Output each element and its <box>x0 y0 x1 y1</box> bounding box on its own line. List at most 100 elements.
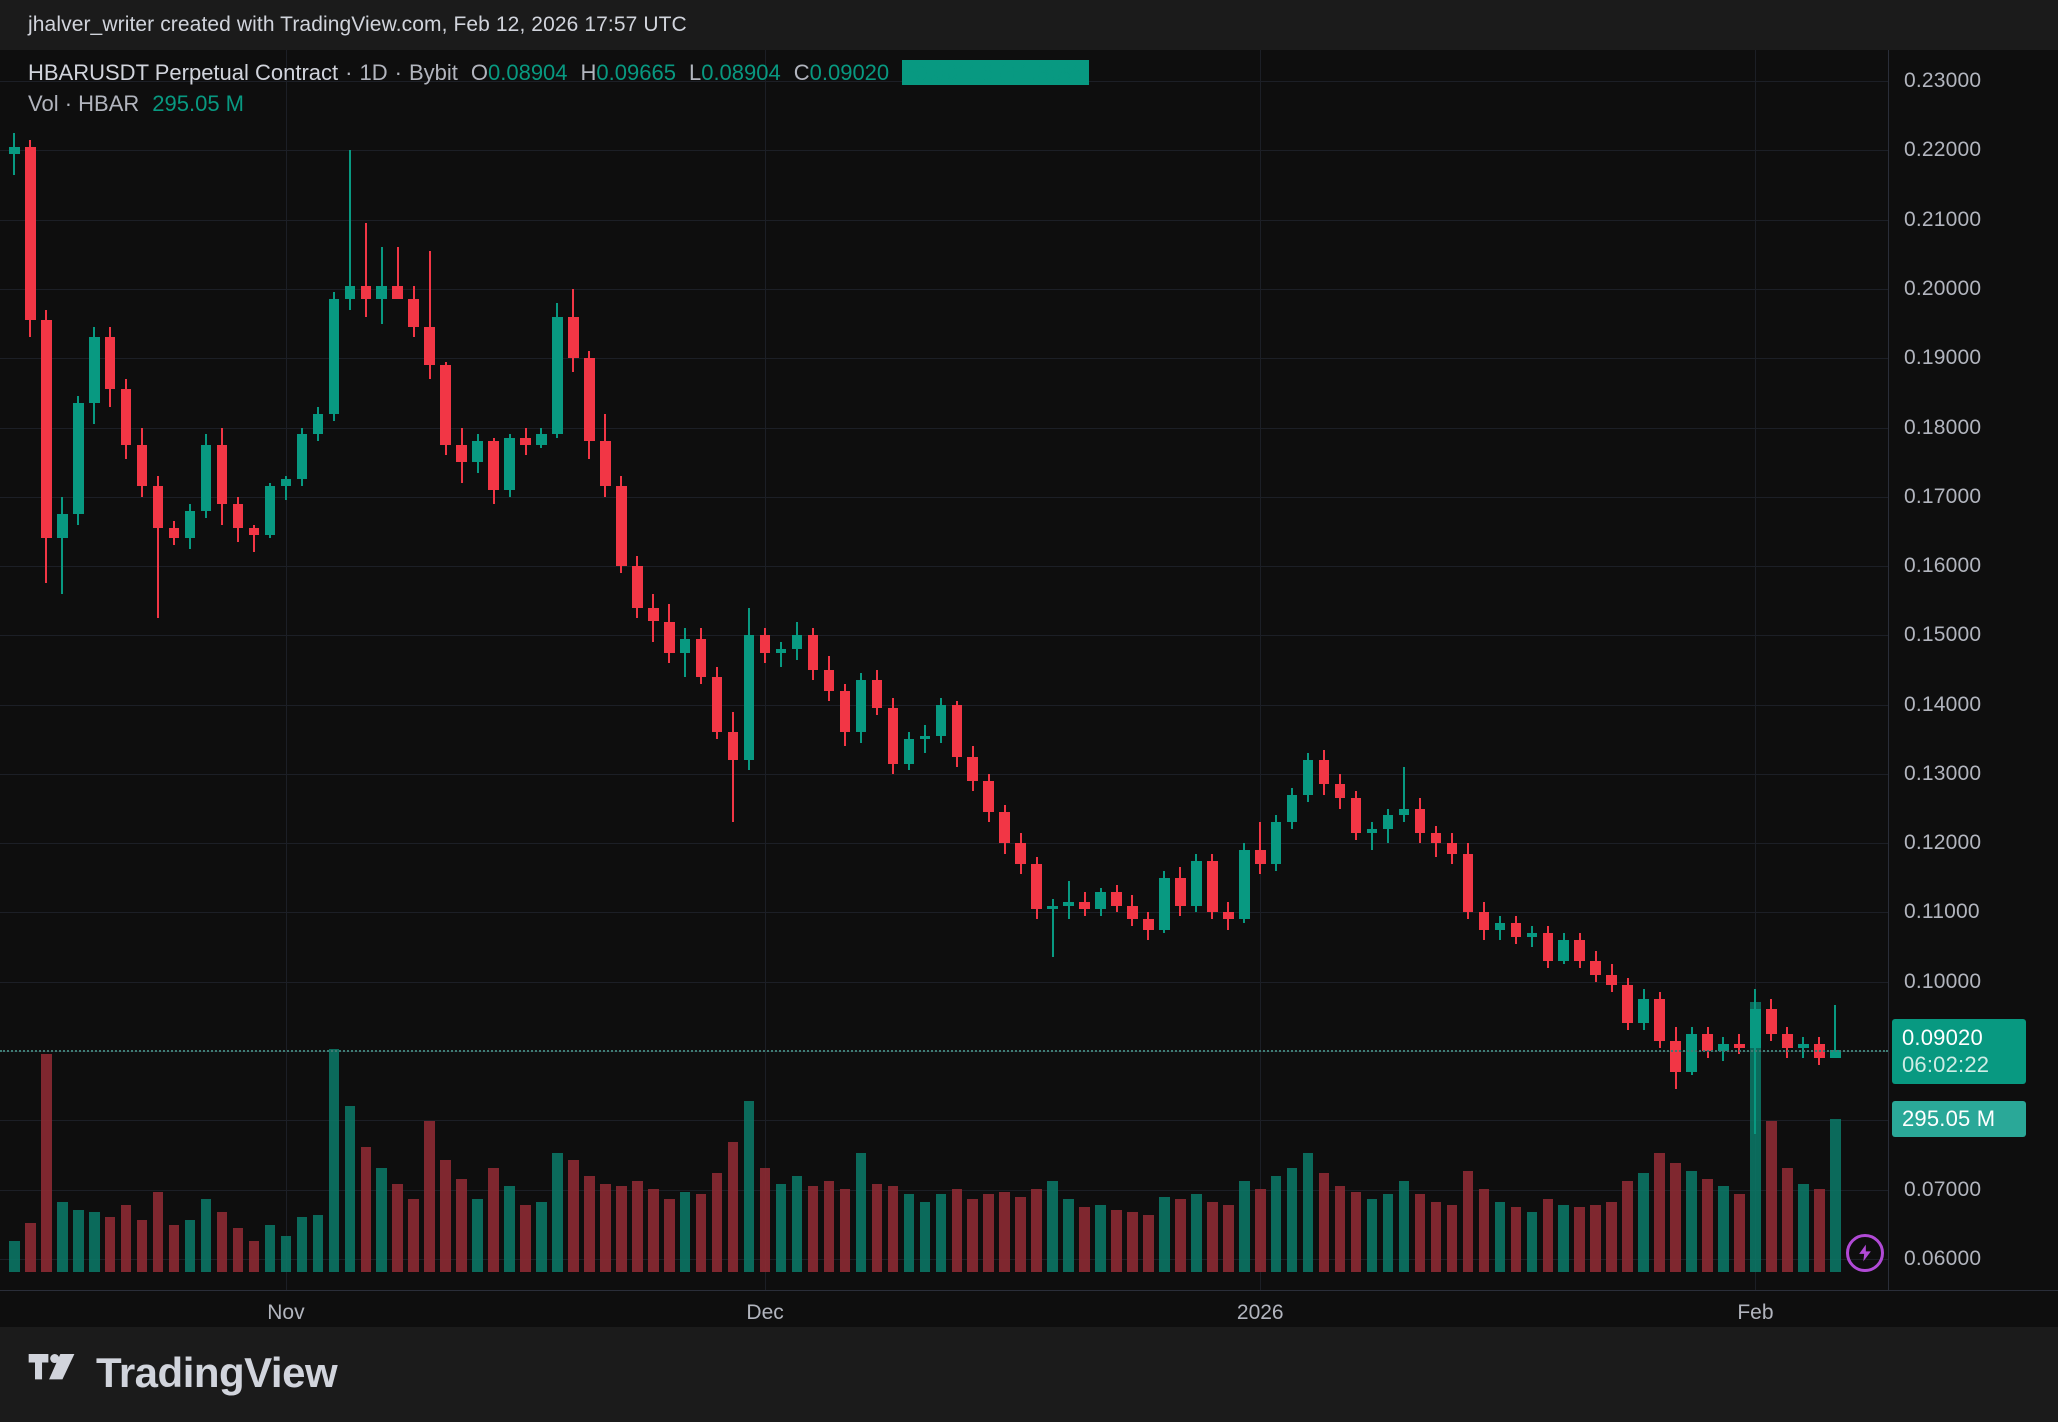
candle-body <box>1430 832 1442 844</box>
candle-body <box>1478 912 1490 930</box>
candle-body <box>839 690 851 733</box>
volume-bar <box>1111 1209 1122 1272</box>
volume-bar <box>1414 1194 1426 1272</box>
legend-exchange[interactable]: Bybit <box>408 60 458 85</box>
price-axis-label: 0.23000 <box>1904 69 1982 93</box>
candle-body <box>1079 902 1090 909</box>
volume-bar <box>264 1225 276 1272</box>
volume-bar <box>1350 1191 1362 1272</box>
price-gridline <box>0 981 1888 983</box>
volume-bar <box>1047 1181 1058 1272</box>
volume-bar <box>136 1220 148 1272</box>
volume-bar <box>679 1191 691 1272</box>
last-price-tag[interactable]: 0.09020 06:02:22 <box>1892 1018 2026 1084</box>
candle-wick <box>157 476 160 619</box>
volume-bar <box>1207 1201 1218 1272</box>
candle-body <box>1270 822 1282 864</box>
candle-body <box>1654 999 1665 1041</box>
volume-bar <box>184 1220 196 1272</box>
attribution-text: jhalver_writer created with TradingView.… <box>28 13 687 36</box>
candle-body <box>1510 922 1522 937</box>
price-gridline <box>0 288 1888 290</box>
volume-tag[interactable]: 295.05 M <box>1892 1100 2026 1137</box>
legend-symbol[interactable]: HBARUSDT Perpetual Contract <box>28 60 339 85</box>
candle-body <box>951 704 963 757</box>
price-axis-label: 0.11000 <box>1904 900 1980 924</box>
legend-sep-2: · <box>394 60 402 85</box>
chart-frame: HBARUSDT Perpetual Contract · 1D · Bybit O0.0… <box>0 50 2058 1327</box>
volume-bar <box>775 1183 787 1272</box>
volume-bar <box>1143 1214 1154 1272</box>
volume-bar <box>903 1194 915 1272</box>
candle-body <box>1622 985 1633 1024</box>
candle-body <box>296 434 308 480</box>
volume-bar <box>88 1212 100 1272</box>
volume-bar <box>1478 1188 1490 1272</box>
volume-bar <box>248 1240 260 1272</box>
volume-bar <box>695 1194 707 1272</box>
candle-body <box>232 503 244 528</box>
candle-body <box>408 299 419 328</box>
volume-bar <box>200 1199 212 1272</box>
candle-body <box>871 680 883 709</box>
time-axis-label: Nov <box>267 1301 305 1324</box>
volume-bar <box>983 1194 994 1272</box>
volume-bar <box>472 1199 483 1272</box>
candle-body <box>1334 784 1346 799</box>
price-axis-label: 0.06000 <box>1904 1246 1982 1270</box>
legend-sep-1: · <box>345 60 353 85</box>
candle-body <box>216 444 228 504</box>
candle-body <box>935 704 947 736</box>
volume-bar <box>57 1201 68 1272</box>
price-axis[interactable]: 0.23000 0.22000 0.21000 0.20000 0.19000 0.180… <box>1888 50 2058 1290</box>
volume-bar <box>648 1188 659 1272</box>
volume-bar <box>568 1160 579 1272</box>
candle-wick <box>1403 766 1406 823</box>
candle-wick <box>1259 822 1262 875</box>
last-price-line <box>0 1049 1888 1052</box>
candle-wick <box>428 250 431 380</box>
volume-bar <box>1382 1194 1394 1272</box>
volume-bar <box>440 1160 451 1272</box>
volume-bar <box>9 1240 20 1272</box>
time-gridline <box>1260 50 1262 1290</box>
lightning-badge[interactable] <box>1846 1234 1884 1272</box>
candle-wick <box>1530 926 1533 948</box>
candle-body <box>488 441 499 490</box>
volume-bar <box>1654 1152 1665 1272</box>
candle-body <box>1398 808 1410 816</box>
candle-body <box>264 486 276 535</box>
candle-wick <box>364 223 367 317</box>
candle-body <box>360 285 372 300</box>
volume-bar <box>1766 1121 1777 1272</box>
candle-body <box>1542 933 1554 961</box>
last-price-value: 0.09020 <box>1902 1024 1983 1050</box>
candle-body <box>41 320 52 539</box>
candle-body <box>88 337 100 404</box>
chart-plot-area[interactable] <box>0 50 1888 1290</box>
candle-wick <box>13 133 16 175</box>
volume-bar <box>312 1214 324 1272</box>
volume-bar <box>41 1053 52 1272</box>
legend-volume-label[interactable]: Vol · HBAR <box>28 91 140 116</box>
candle-body <box>1558 940 1569 961</box>
candle-body <box>1063 902 1074 906</box>
price-gridline <box>0 773 1888 775</box>
volume-bar <box>1079 1207 1090 1272</box>
volume-bar <box>376 1168 387 1272</box>
candle-body <box>184 510 196 539</box>
time-axis-label: Feb <box>1737 1301 1774 1324</box>
volume-bar <box>663 1199 675 1272</box>
candle-wick <box>252 524 255 553</box>
candle-body <box>775 649 787 653</box>
tradingview-logo[interactable]: TradingView <box>28 1349 338 1397</box>
volume-bar <box>1670 1162 1681 1272</box>
legend-volume-row: Vol · HBAR 295.05 M <box>28 88 1089 119</box>
candle-body <box>855 680 867 733</box>
time-axis[interactable]: Nov Dec 2026 Feb <box>0 1290 2058 1327</box>
volume-bar <box>1830 1118 1841 1272</box>
legend-interval[interactable]: 1D <box>359 60 388 85</box>
candle-wick <box>684 628 687 677</box>
candle-body <box>807 635 819 670</box>
